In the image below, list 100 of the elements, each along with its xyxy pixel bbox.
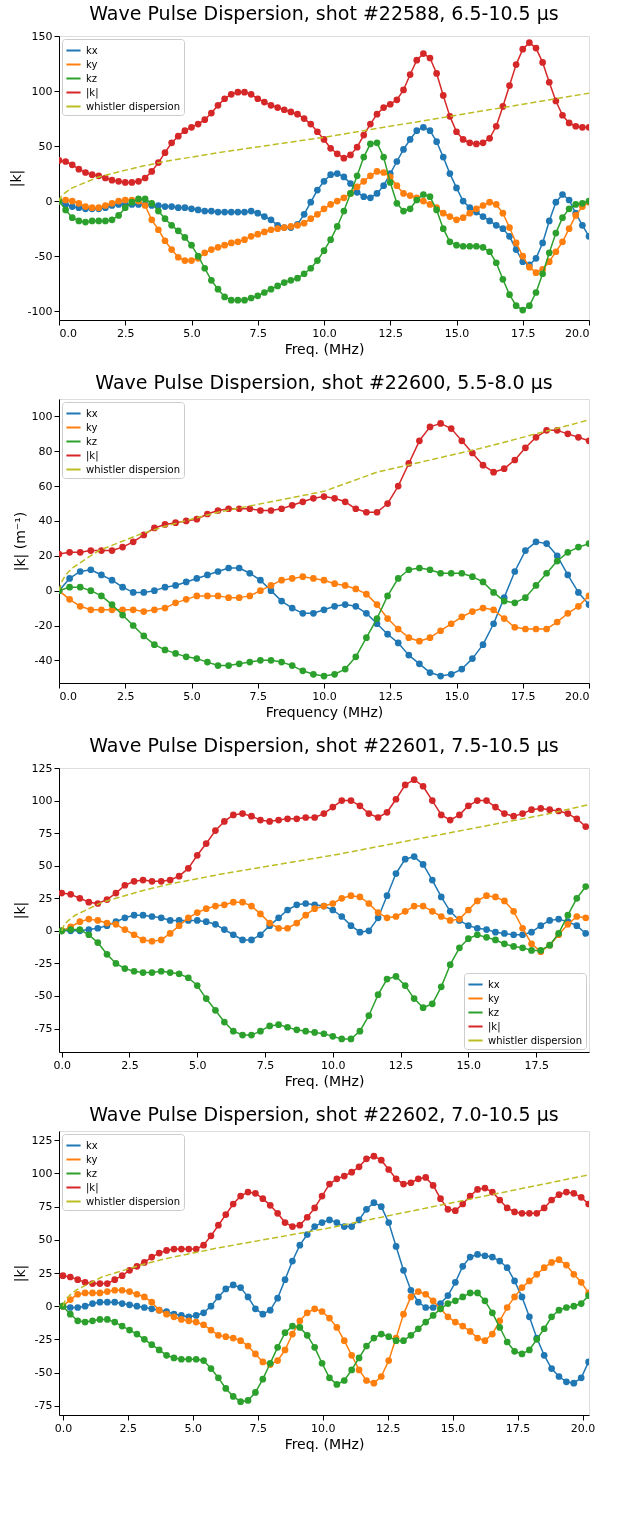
point xyxy=(365,927,373,935)
chart-title: Wave Pulse Dispersion, shot #22602, 7.0-10.5 μs xyxy=(89,1103,559,1125)
point xyxy=(347,922,355,929)
point xyxy=(302,1027,310,1035)
x-tick-label: 0.0 xyxy=(59,689,77,703)
y-tick-label: 50 xyxy=(38,139,53,153)
point xyxy=(139,969,147,976)
legend-label: |k| xyxy=(86,86,99,99)
legend-label: |k| xyxy=(86,449,99,462)
point xyxy=(130,911,138,919)
point xyxy=(311,905,318,913)
point xyxy=(401,855,409,863)
point xyxy=(166,917,174,924)
legend-label: ky xyxy=(488,992,500,1004)
point xyxy=(85,898,93,906)
point xyxy=(465,922,472,929)
point xyxy=(356,893,364,901)
x-tick-label: 0.0 xyxy=(54,1421,73,1435)
point xyxy=(392,795,400,803)
point xyxy=(473,897,481,905)
y-tick-label: -25 xyxy=(34,956,53,970)
point xyxy=(67,891,75,898)
point xyxy=(166,876,174,884)
point xyxy=(184,974,192,982)
point xyxy=(347,892,355,900)
point xyxy=(428,876,436,884)
y-tick-label: -50 xyxy=(34,989,53,1003)
point xyxy=(473,797,481,804)
x-tick-label: 2.5 xyxy=(119,1421,138,1435)
point xyxy=(392,973,400,980)
point xyxy=(329,900,337,907)
point xyxy=(392,870,400,877)
point xyxy=(157,967,165,975)
point xyxy=(229,811,237,819)
point xyxy=(121,881,129,889)
point xyxy=(59,889,66,897)
y-tick-label: 150 xyxy=(31,29,53,43)
point xyxy=(311,1029,318,1036)
point xyxy=(410,853,418,860)
y-tick-label: -20 xyxy=(34,619,53,632)
chart-title: Wave Pulse Dispersion, shot #22588, 6.5-10.5 μs xyxy=(89,2,559,24)
point xyxy=(492,928,499,936)
x-tick-label: 15.0 xyxy=(444,689,470,703)
point xyxy=(537,922,545,929)
y-tick-label: 20 xyxy=(38,549,53,563)
point xyxy=(311,814,318,821)
point xyxy=(166,930,174,937)
y-tick-label: 50 xyxy=(38,859,53,873)
point xyxy=(428,1000,436,1008)
point xyxy=(148,913,156,920)
y-axis-title: |k| xyxy=(11,901,29,920)
point xyxy=(202,840,210,847)
point xyxy=(492,936,499,944)
x-tick-label: 7.5 xyxy=(249,689,267,703)
point xyxy=(374,909,382,916)
point xyxy=(501,940,508,948)
y-tick-label: -25 xyxy=(34,1332,53,1346)
legend-label: |k| xyxy=(488,1020,501,1033)
point xyxy=(293,1026,301,1034)
point xyxy=(519,924,526,932)
point xyxy=(338,913,346,920)
point xyxy=(428,907,436,915)
x-tick-label: 10.0 xyxy=(321,1058,346,1072)
y-axis-title: |k| xyxy=(11,1264,29,1283)
point xyxy=(573,922,581,929)
point xyxy=(76,894,84,902)
point xyxy=(347,1035,355,1043)
point xyxy=(229,1027,237,1035)
point xyxy=(573,894,581,902)
point xyxy=(130,931,138,939)
point xyxy=(374,814,382,821)
x-tick-label: 20.0 xyxy=(565,326,590,340)
y-tick-label: -50 xyxy=(34,249,53,263)
x-tick-label: 0.0 xyxy=(59,326,77,340)
point xyxy=(519,944,526,952)
point xyxy=(419,1004,427,1012)
x-tick-label: 12.5 xyxy=(378,689,403,703)
point xyxy=(157,936,165,944)
point xyxy=(202,995,210,1002)
chart-title: Wave Pulse Dispersion, shot #22600, 5.5-8.0 μs xyxy=(95,371,553,393)
y-tick-label: 100 xyxy=(31,1166,53,1180)
point xyxy=(221,926,228,933)
point xyxy=(284,815,291,823)
point xyxy=(419,782,427,790)
point xyxy=(528,940,535,948)
point xyxy=(465,802,472,810)
point xyxy=(492,803,499,811)
point xyxy=(148,877,156,885)
point xyxy=(582,914,589,922)
x-tick-label: 17.5 xyxy=(505,1421,531,1435)
point xyxy=(356,802,364,810)
x-tick-label: 12.5 xyxy=(378,326,403,340)
point xyxy=(582,930,589,937)
point xyxy=(446,917,454,924)
y-tick-label: 50 xyxy=(38,1233,53,1247)
point xyxy=(266,818,273,825)
point xyxy=(229,898,237,906)
point xyxy=(193,917,201,924)
x-tick-label: 5.0 xyxy=(183,689,201,703)
point xyxy=(519,810,526,817)
